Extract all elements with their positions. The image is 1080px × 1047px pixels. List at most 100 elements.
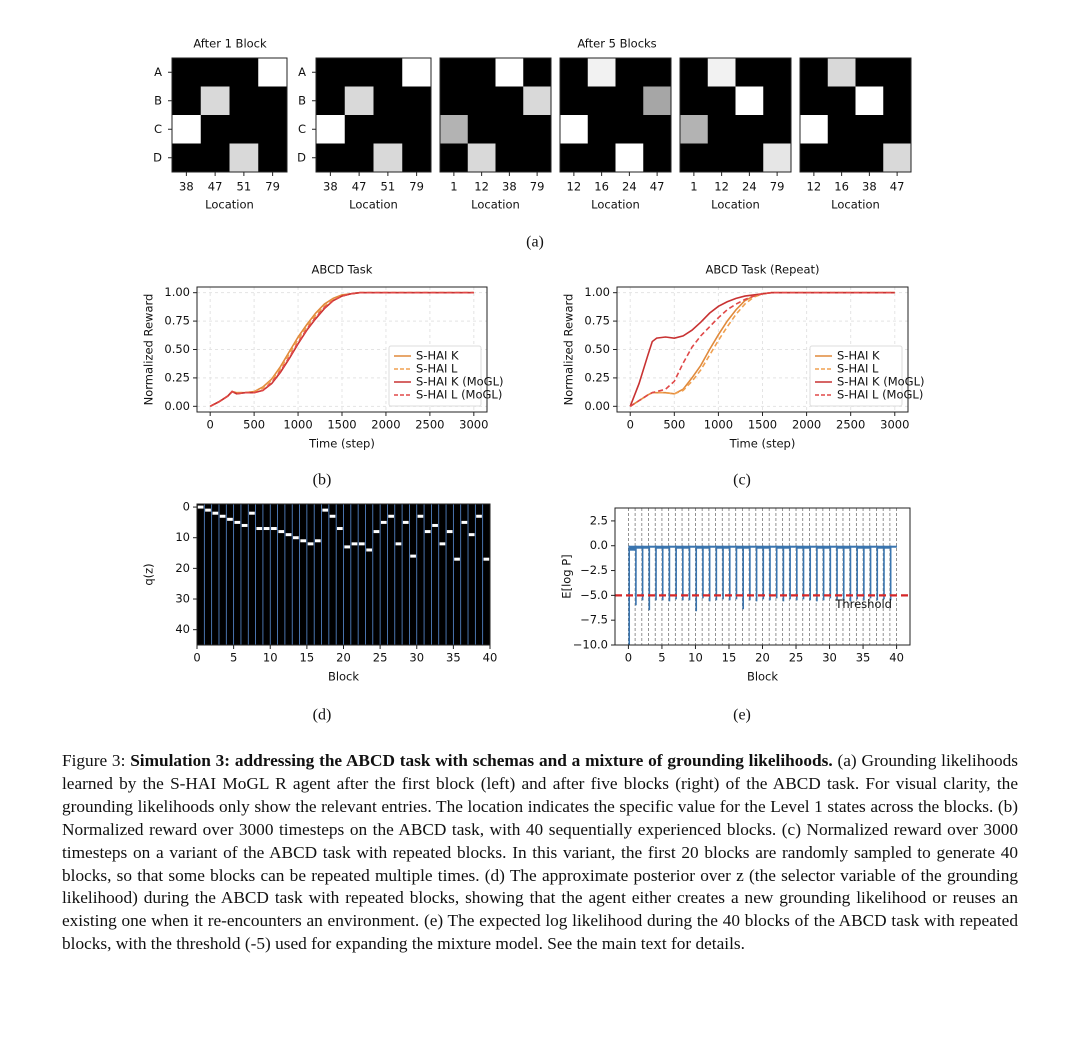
heatmap-cell [827, 86, 856, 116]
x-tick-label: 16 [594, 180, 609, 194]
legend-box [809, 345, 903, 407]
bar [869, 545, 877, 548]
posterior-cell [285, 533, 292, 537]
heatmap-cell [883, 86, 912, 116]
posterior-cell [373, 530, 380, 534]
x-tick-label: 5 [230, 651, 237, 665]
y-tick-label: 1.00 [164, 285, 190, 299]
heatmap-cell [800, 115, 829, 144]
dip-bar [769, 545, 771, 601]
series-line [629, 291, 895, 407]
x-tick-label: 79 [530, 180, 545, 194]
y-tick-label: 0.75 [164, 314, 190, 328]
heatmap-cell [200, 86, 230, 116]
row-label: C [298, 122, 306, 136]
heatmap-cell [467, 58, 496, 87]
heatmap-cell [735, 58, 764, 87]
posterior-cell [212, 511, 219, 515]
posterior-cell [315, 539, 321, 543]
heatmap-cell [467, 86, 496, 116]
heatmap-cell [172, 143, 202, 173]
posterior-cell [336, 527, 343, 531]
dip-bar [655, 545, 657, 601]
bar [775, 545, 783, 549]
x-tick-label: 0 [625, 651, 632, 665]
bar [829, 545, 837, 548]
x-tick-label: 0 [627, 418, 634, 432]
x-axis-label: Location [831, 198, 880, 212]
dip-bar [889, 545, 892, 601]
posterior-cell [205, 508, 211, 512]
legend-label: S-HAI K [416, 349, 459, 363]
heatmap-cell [440, 86, 469, 116]
heatmap-cell [800, 86, 829, 116]
bar [762, 545, 770, 549]
heatmap-cell [229, 143, 259, 173]
heatmap-cell [707, 115, 736, 144]
heatmap-cell [587, 58, 616, 87]
heatmap-cell [643, 143, 672, 173]
x-tick-label: 25 [373, 651, 388, 665]
heatmap-cell [258, 143, 288, 173]
legend-label: S-HAI L [416, 362, 458, 376]
dip-bar [675, 545, 677, 600]
dip-bar [635, 545, 637, 606]
bar [749, 545, 757, 548]
x-axis-label: Location [349, 198, 398, 212]
posterior-cell [344, 545, 351, 549]
posterior-cell [446, 530, 453, 534]
dip-bar [715, 545, 718, 601]
x-tick-label: 35 [856, 651, 871, 665]
heatmap-cell [643, 58, 672, 87]
heatmap-cell [495, 86, 524, 116]
x-tick-label: 1000 [283, 418, 312, 432]
bar [648, 545, 656, 548]
posterior-cell [468, 533, 475, 537]
heatmap-cell [229, 58, 259, 87]
x-tick-label: 30 [409, 651, 424, 665]
heatmap-cell [172, 115, 202, 144]
x-axis-label: Time (step) [308, 437, 375, 451]
x-tick-label: 0 [207, 418, 214, 432]
posterior-cell [388, 514, 394, 518]
heatmap-cell [344, 58, 374, 87]
heatmap-cell [402, 86, 432, 116]
x-axis-label: Block [747, 670, 778, 684]
bar [883, 545, 891, 549]
chart-title: ABCD Task [312, 263, 373, 277]
dip-bar [762, 545, 765, 600]
plot-frame [616, 286, 909, 413]
x-axis-label: Location [205, 198, 254, 212]
dip-bar [668, 545, 671, 602]
dip-bar [836, 545, 838, 600]
caption-label: Figure 3: [62, 751, 126, 770]
x-tick-label: 10 [263, 651, 278, 665]
posterior-cell [476, 514, 482, 518]
heatmap-cell [523, 58, 552, 87]
panel-label: (e) [733, 707, 751, 724]
caption-text: (a) Grounding likelihoods learned by the… [62, 751, 1018, 954]
heatmap-cell [440, 58, 469, 87]
bar [876, 545, 884, 549]
row-label: D [153, 150, 162, 164]
x-tick-label: 12 [807, 180, 822, 194]
x-tick-label: 12 [567, 180, 582, 194]
heatmap-cell [229, 86, 259, 116]
heatmap-title: After 5 Blocks [577, 37, 656, 51]
bar [849, 545, 857, 548]
y-tick-label: 0.00 [164, 399, 190, 413]
posterior-cell [380, 520, 387, 524]
posterior-cell [322, 508, 329, 512]
heatmap-cell [402, 143, 432, 173]
heatmap-cell [200, 143, 230, 173]
heatmap-cell [495, 58, 524, 87]
heatmap-cell [680, 115, 709, 144]
x-axis-label: Block [328, 670, 359, 684]
heatmap-cell [827, 115, 856, 144]
bar [655, 545, 663, 549]
x-tick-label: 3000 [880, 418, 909, 432]
bar [715, 545, 723, 549]
legend-label: S-HAI K (MoGL) [837, 375, 924, 389]
heatmap-cell [800, 143, 829, 173]
y-axis-label: Normalized Reward [142, 294, 156, 406]
